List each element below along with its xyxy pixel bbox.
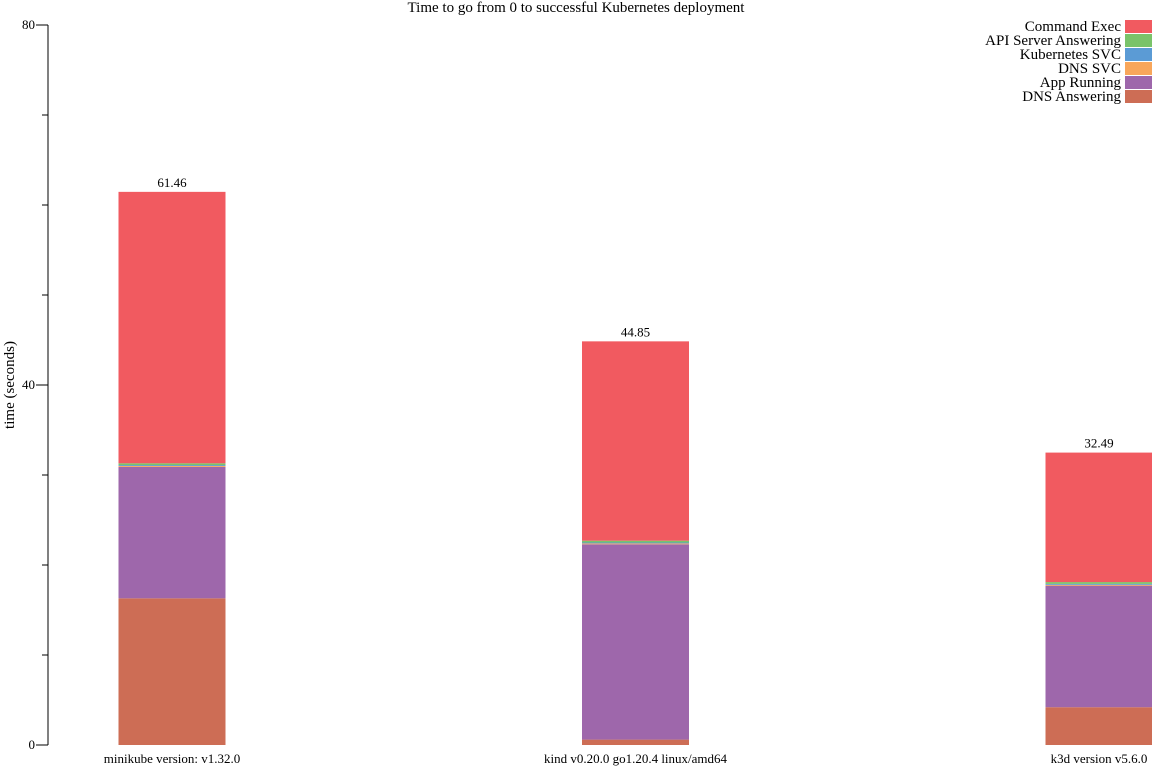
legend-label: DNS Answering (1022, 89, 1121, 105)
legend-swatch (1125, 34, 1152, 47)
y-tick-label: 0 (29, 737, 36, 752)
bar-segment (1045, 452, 1152, 583)
chart-title: Time to go from 0 to successful Kubernet… (408, 0, 746, 16)
bar-segment (118, 466, 226, 599)
bar-total-label: 32.49 (1084, 436, 1113, 451)
bar-segment (118, 598, 226, 745)
bar-segment (582, 540, 689, 543)
legend-label: Command Exec (1025, 19, 1122, 35)
legend-swatch (1125, 90, 1152, 103)
legend-label: App Running (1040, 75, 1122, 91)
legend-swatch (1125, 62, 1152, 75)
x-axis-labels: minikube version: v1.32.0 kind v0.20.0 go… (104, 751, 1148, 766)
bar-segment (582, 739, 689, 745)
bar-segment (582, 341, 689, 541)
legend-label: DNS SVC (1058, 61, 1121, 77)
bar-segment (1045, 582, 1152, 584)
x-tick-label: kind v0.20.0 go1.20.4 linux/amd64 (544, 751, 728, 766)
x-tick-label: minikube version: v1.32.0 (104, 751, 241, 766)
bar-segment (118, 466, 226, 467)
legend-swatch (1125, 76, 1152, 89)
legend-swatch (1125, 20, 1152, 33)
legend-label: Kubernetes SVC (1020, 47, 1121, 63)
bar-segment (1045, 583, 1152, 585)
y-axis: 0 40 80 (22, 17, 49, 752)
bar-segment (582, 542, 689, 544)
bar-segment (582, 544, 689, 740)
bar-segment (1045, 585, 1152, 708)
bar-segment (582, 543, 689, 545)
bar-segment (1045, 584, 1152, 586)
y-tick-label: 40 (22, 377, 35, 392)
bar-total-label: 61.46 (157, 175, 187, 190)
bar-total-label: 44.85 (621, 324, 650, 339)
bar-segment (118, 463, 226, 466)
bar-segment (118, 191, 226, 464)
bar-segment (118, 465, 226, 466)
bars (118, 191, 1152, 745)
x-tick-label: k3d version v5.6.0 (1051, 751, 1148, 766)
y-tick-label: 80 (22, 17, 35, 32)
bar-total-labels: 61.46 44.85 32.49 (157, 175, 1113, 451)
y-axis-label: time (seconds) (2, 341, 18, 429)
legend-swatch (1125, 48, 1152, 61)
bar-segment (1045, 707, 1152, 745)
legend-label: API Server Answering (985, 33, 1121, 49)
